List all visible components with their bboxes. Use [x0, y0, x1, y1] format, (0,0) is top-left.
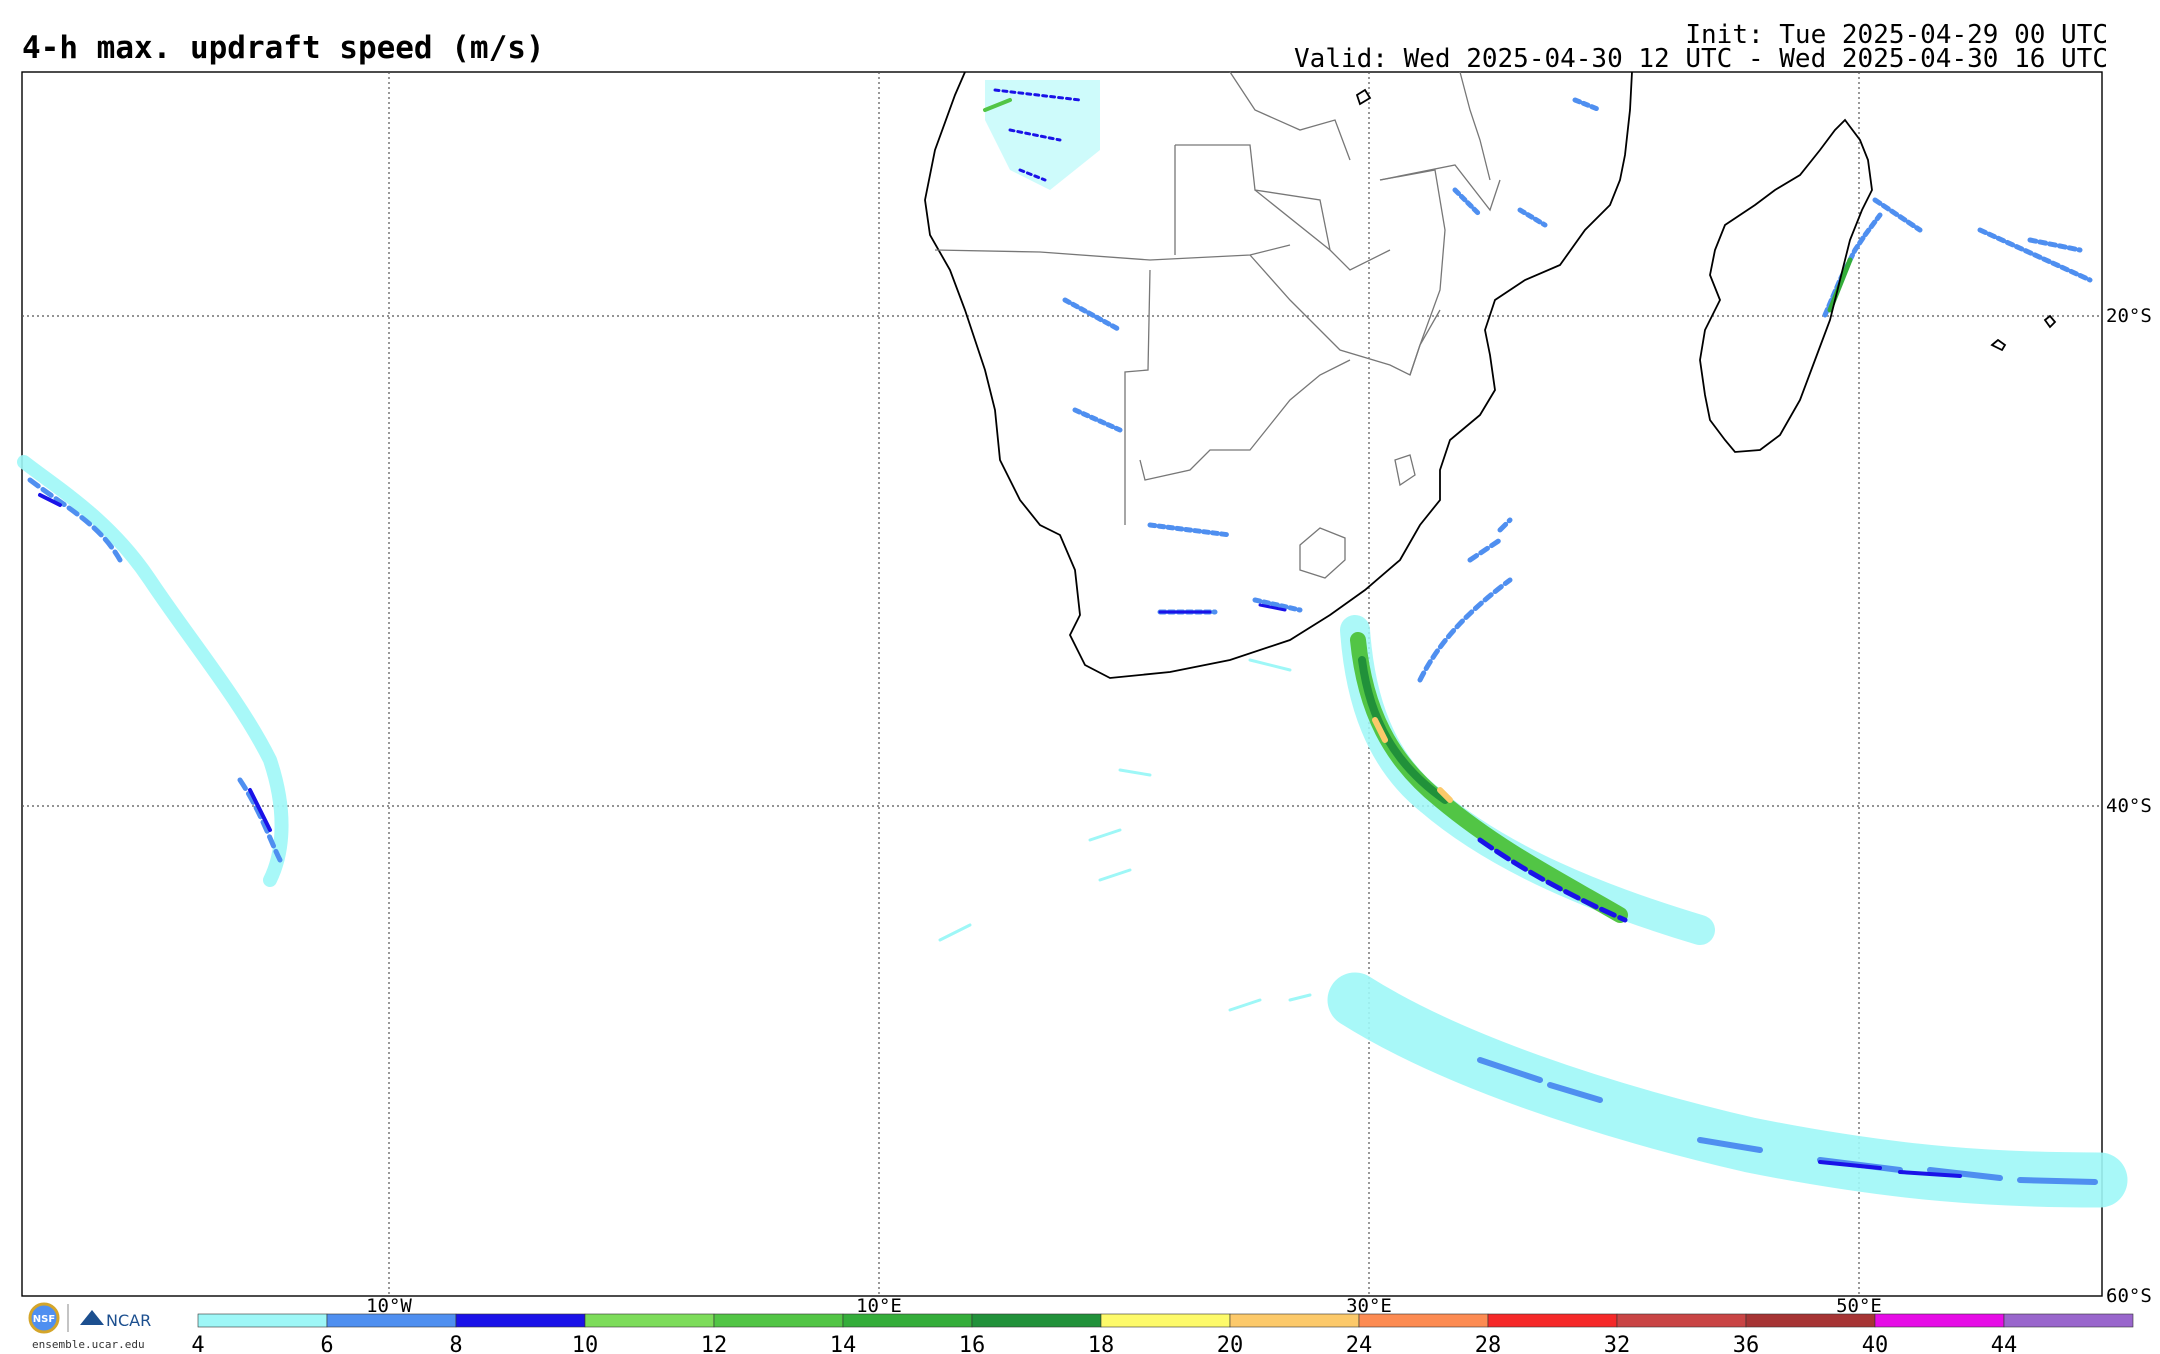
colorbar-ticks: 4 6 8 10 12 14 16 18 20 24 28 32 36 40 44 [191, 1333, 2017, 1354]
updraft-prefrontal [1417, 517, 1513, 683]
updraft-front-peak [1372, 717, 1453, 803]
lon-label-50e: 50°E [1836, 1295, 1882, 1317]
updraft-madagascar [1822, 197, 2093, 318]
colorbar-segment [326, 1313, 457, 1328]
lat-label-20s: 20°S [2106, 305, 2152, 327]
updraft-cluster-interior [1062, 297, 1303, 615]
updraft-core-west [27, 477, 283, 863]
coastlines [924, 71, 2057, 679]
colorbar-tick-label: 32 [1604, 1333, 1631, 1354]
colorbar-tick-label: 20 [1217, 1333, 1244, 1354]
updraft-core-west-strong [38, 493, 272, 832]
updraft-madagascar-green [1827, 257, 1853, 313]
updraft-field [17, 80, 2128, 1208]
reunion-island [1990, 338, 2007, 352]
lat-label-60s: 60°S [2106, 1285, 2152, 1307]
border-drc [1174, 71, 1351, 255]
colorbar-segment [713, 1313, 844, 1328]
border-malawi [1459, 71, 1491, 181]
colorbar-segment [1229, 1313, 1360, 1328]
colorbar-segment [584, 1313, 715, 1328]
updraft-south-core-strong [1818, 1160, 1962, 1178]
updraft-cluster-interior-strong [1158, 603, 1287, 614]
updraft-south-band [1327, 972, 2128, 1208]
colorbar-tick-label: 14 [830, 1333, 857, 1354]
colorbar-tick-label: 12 [701, 1333, 728, 1354]
colorbar-segment [2003, 1313, 2134, 1328]
colorbar-tick-label: 8 [449, 1333, 462, 1354]
lon-label-30e: 30°E [1346, 1295, 1392, 1317]
lake-victoria-outline [1355, 88, 1372, 106]
border-angola-namibia [934, 244, 1291, 261]
border-lesotho [1299, 527, 1346, 579]
border-zambia [1254, 189, 1391, 271]
colorbar-segment [1487, 1313, 1618, 1328]
colorbar [197, 1313, 2134, 1328]
colorbar-segment [971, 1313, 1102, 1328]
updraft-cluster-north-core [993, 88, 1082, 182]
updraft-front-blue [1477, 837, 1628, 923]
border-namibia-botswana [1124, 269, 1151, 525]
ncar-logo-text: NCAR [106, 1311, 151, 1330]
country-borders [934, 71, 1501, 579]
ncar-logo-mark [80, 1310, 104, 1325]
colorbar-tick-label: 44 [1991, 1333, 2018, 1354]
colorbar-tick-label: 28 [1475, 1333, 1502, 1354]
border-botswana-sa [1139, 359, 1351, 481]
updraft-band-west [17, 455, 289, 887]
updraft-front-band [1340, 615, 1715, 945]
nsf-logo [28, 1302, 60, 1334]
logo-url: ensemble.ucar.edu [32, 1338, 145, 1351]
lon-label-10e: 10°E [856, 1295, 902, 1317]
updraft-scattered [938, 658, 1312, 1012]
border-drc-angola [1175, 144, 1331, 251]
updraft-cluster-north-green [983, 98, 1012, 112]
mauritius-island [2043, 314, 2057, 329]
map-title: 4-h max. updraft speed (m/s) [22, 30, 545, 66]
nsf-logo-text: NSF [33, 1314, 55, 1325]
lon-labels: 10°W 10°E 30°E 50°E [366, 1295, 1882, 1317]
madagascar-coastline [1699, 118, 1873, 453]
init-time: Init: Tue 2025-04-29 00 UTC [1685, 20, 2108, 50]
updraft-mozambique [1452, 97, 1603, 228]
colorbar-segment [1874, 1313, 2005, 1328]
colorbar-tick-label: 4 [191, 1333, 204, 1354]
colorbar-segment [1745, 1313, 1876, 1328]
colorbar-tick-label: 40 [1862, 1333, 1889, 1354]
colorbar-tick-label: 18 [1088, 1333, 1115, 1354]
border-mozambique [1379, 169, 1446, 376]
colorbar-segment [1100, 1313, 1231, 1328]
africa-coastline [924, 71, 1633, 679]
colorbar-segment [842, 1313, 973, 1328]
colorbar-segment [197, 1313, 328, 1328]
colorbar-tick-label: 10 [572, 1333, 599, 1354]
logos: NSF NCAR ensemble.ucar.edu [28, 1302, 151, 1351]
lon-label-10w: 10°W [366, 1295, 412, 1317]
colorbar-segment [455, 1313, 586, 1328]
gridlines [22, 72, 2102, 1296]
lat-label-40s: 40°S [2106, 795, 2152, 817]
lat-labels: 20°S 40°S 60°S [2106, 305, 2152, 1307]
colorbar-segment [1358, 1313, 1489, 1328]
map-frame [21, 71, 2103, 1297]
colorbar-tick-label: 24 [1346, 1333, 1373, 1354]
colorbar-tick-label: 36 [1733, 1333, 1760, 1354]
border-eswatini [1394, 454, 1416, 487]
colorbar-tick-label: 6 [320, 1333, 333, 1354]
border-zambia-zimbabwe [1249, 254, 1441, 376]
colorbar-segment [1616, 1313, 1747, 1328]
colorbar-tick-label: 16 [959, 1333, 986, 1354]
valid-time: Valid: Wed 2025-04-30 12 UTC - Wed 2025-… [1294, 44, 2108, 74]
border-tanzania [1379, 164, 1501, 212]
